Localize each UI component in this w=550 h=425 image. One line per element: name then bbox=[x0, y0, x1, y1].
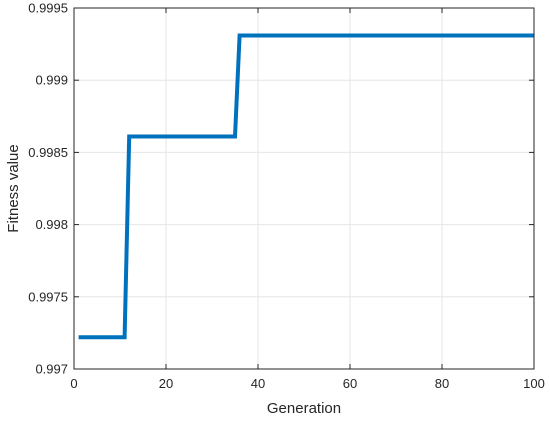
tick-marks bbox=[73, 7, 535, 370]
y-tick-label: 0.999 bbox=[35, 73, 68, 88]
x-tick-label: 100 bbox=[523, 376, 545, 391]
x-tick-label: 60 bbox=[343, 376, 357, 391]
y-tick-label: 0.997 bbox=[35, 362, 68, 377]
y-tick-label: 0.998 bbox=[35, 217, 68, 232]
plot-area-border bbox=[73, 7, 535, 370]
x-tick-label: 20 bbox=[159, 376, 173, 391]
y-tick-labels: 0.997 0.9975 0.998 0.9985 0.999 0.9995 bbox=[28, 1, 68, 377]
x-axis-label: Generation bbox=[267, 400, 341, 417]
grid-lines bbox=[74, 8, 534, 369]
series-layer bbox=[78, 33, 534, 340]
x-tick-label: 0 bbox=[70, 376, 77, 391]
y-tick-label: 0.9985 bbox=[28, 145, 68, 160]
x-tick-labels: 0 20 40 60 80 100 bbox=[70, 376, 544, 391]
x-tick-label: 80 bbox=[435, 376, 449, 391]
y-axis-label: Fitness value bbox=[5, 144, 22, 232]
y-tick-label: 0.9995 bbox=[28, 1, 68, 16]
fitness-series-line bbox=[78, 33, 534, 340]
y-tick-label: 0.9975 bbox=[28, 289, 68, 304]
x-tick-label: 40 bbox=[251, 376, 265, 391]
plot-area-background bbox=[74, 8, 534, 369]
